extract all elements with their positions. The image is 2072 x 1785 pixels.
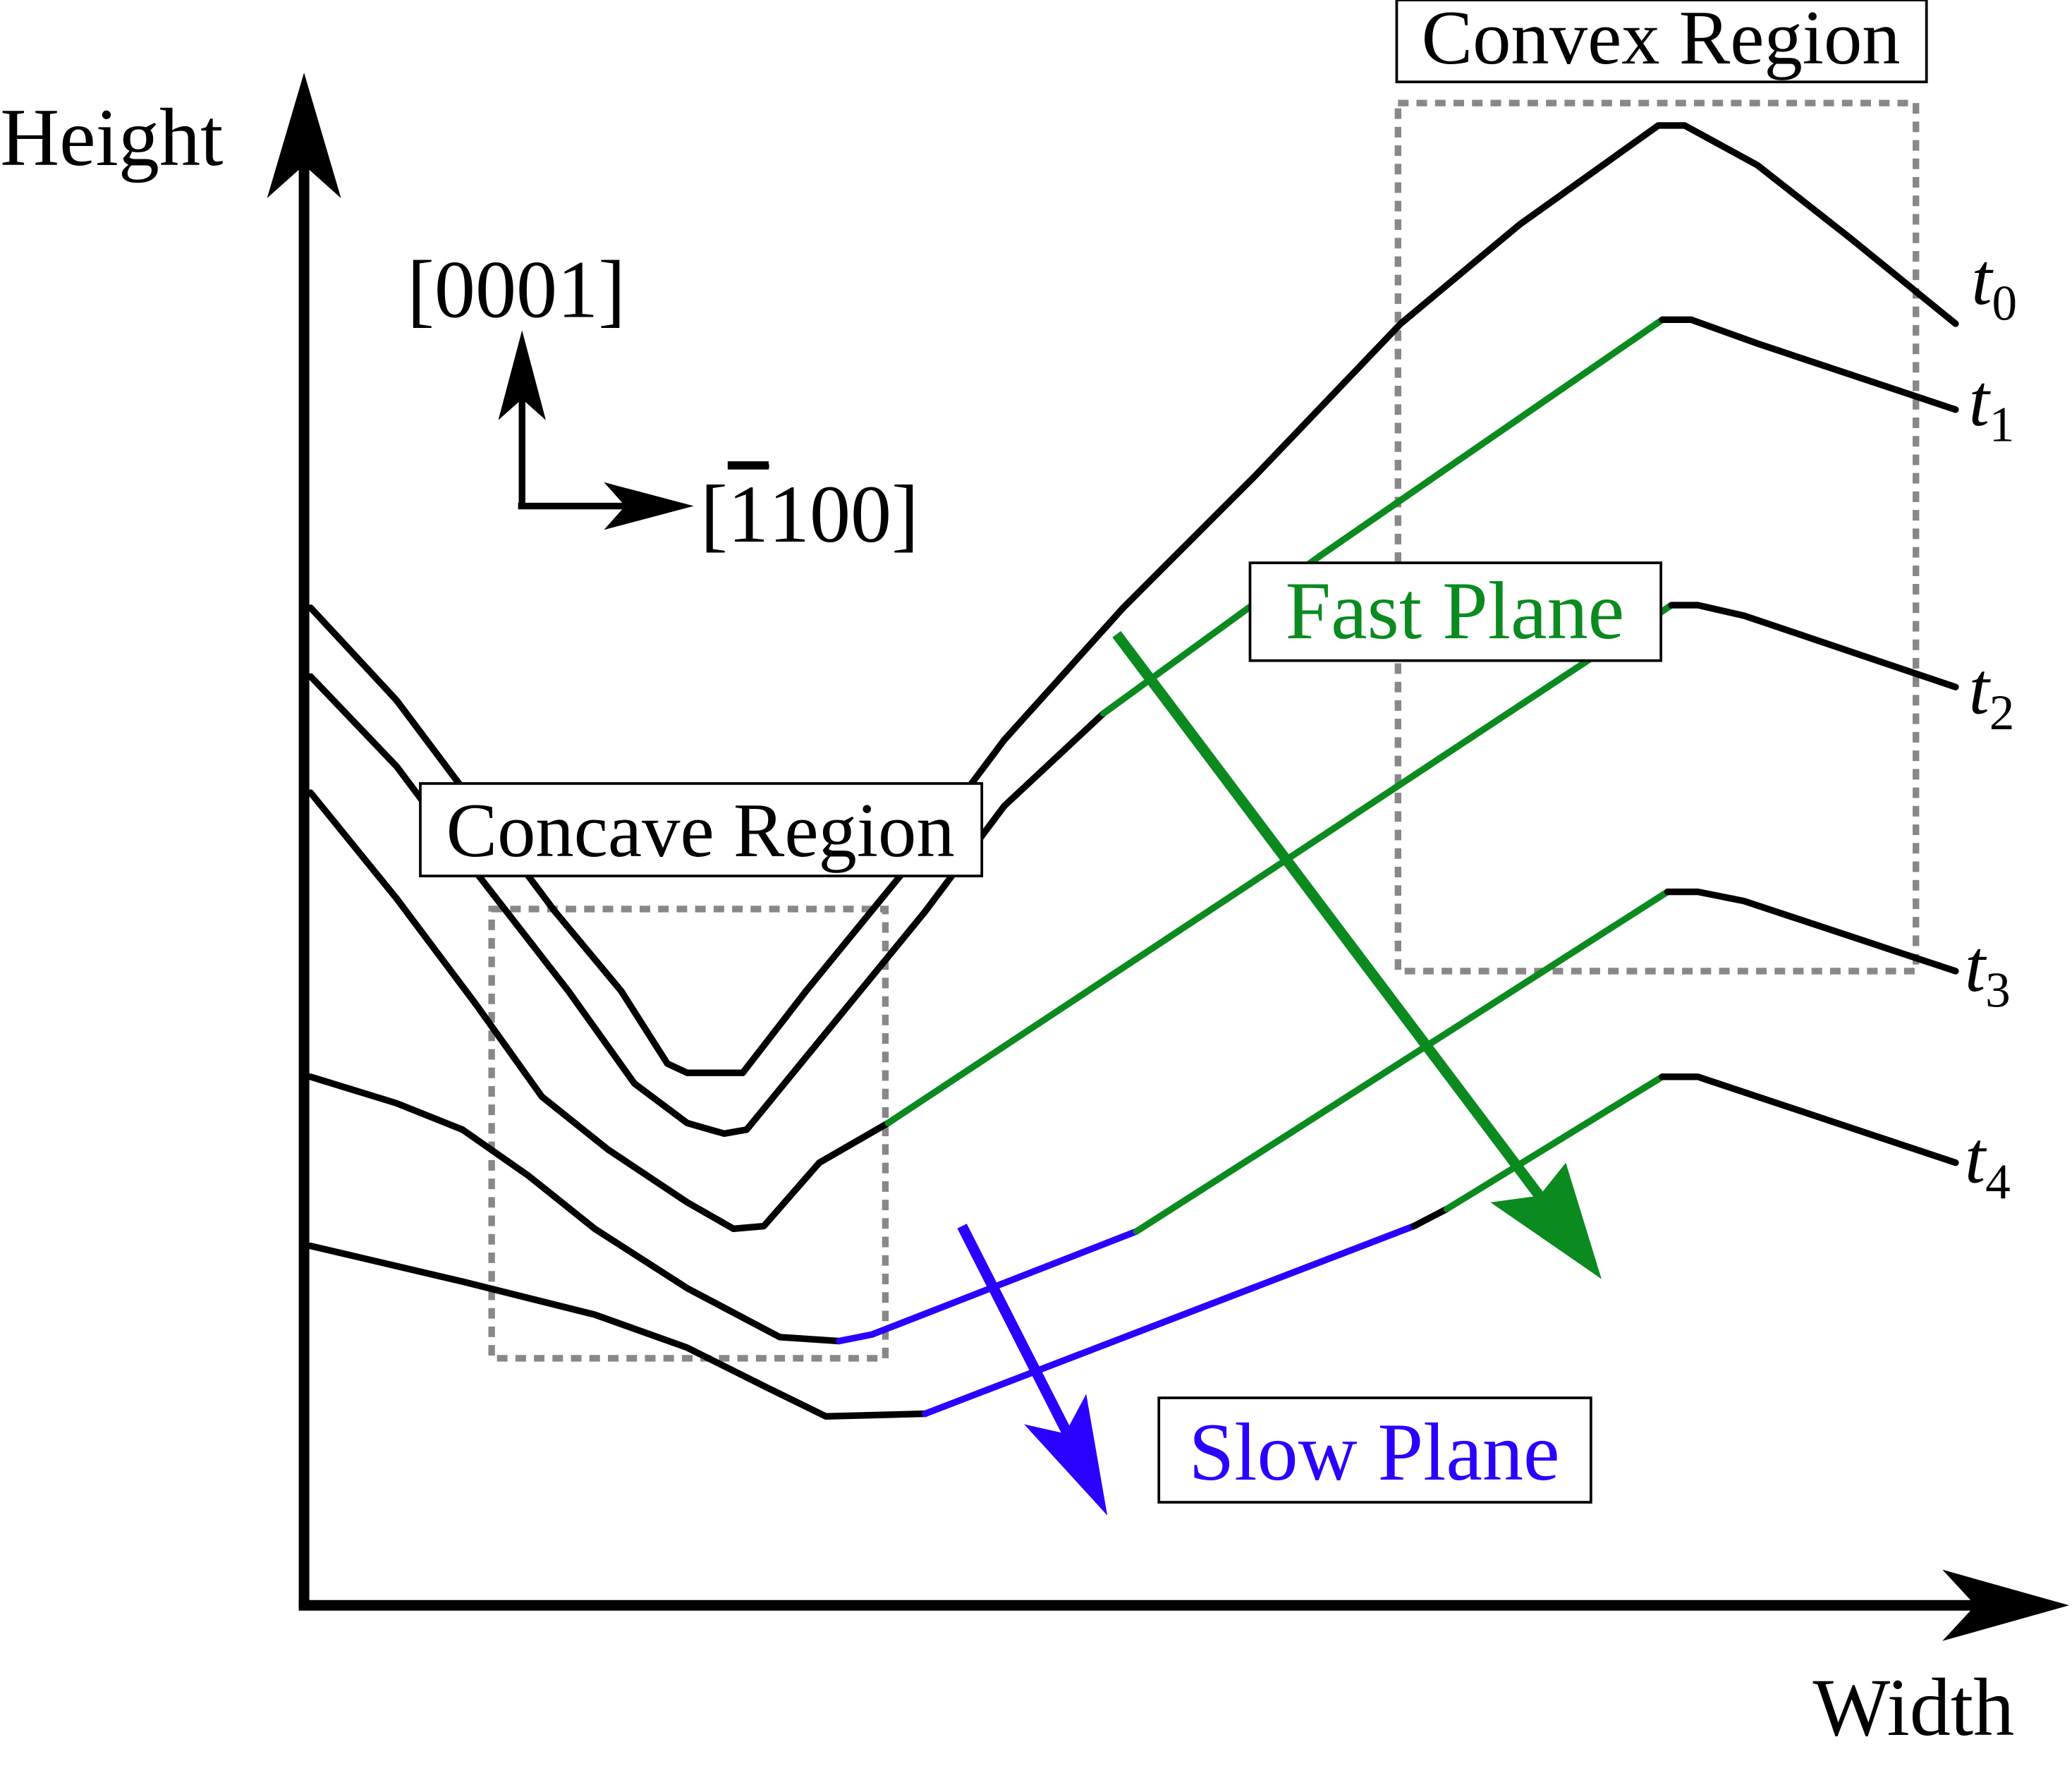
direction-up-arrowhead (498, 330, 546, 420)
profile-segment (1668, 602, 1959, 690)
slow-plane-label: Slow Plane (1189, 1407, 1560, 1498)
slow-plane-arrowhead (1024, 1394, 1108, 1516)
fast-plane-arrowhead (1490, 1162, 1602, 1279)
slow-plane-arrow (957, 1224, 1086, 1463)
surface-profile-t1 (307, 316, 1959, 1138)
convex-region-label-box (1395, 0, 1928, 84)
direction-1bar100-label: [1100] (700, 469, 919, 560)
time-label-t4: t4 (1965, 1117, 2011, 1210)
x-axis-label: Width (1813, 1662, 2015, 1753)
convex-region-label: Convex Region (1422, 0, 1901, 80)
profile-segment (1410, 1205, 1451, 1230)
profile-segment (1659, 1073, 1959, 1166)
profile-segment (307, 789, 891, 1232)
time-label-t1: t1 (1969, 360, 2015, 452)
y-axis-arrowhead (267, 73, 341, 199)
fast-plane-segment (884, 602, 1675, 1127)
concave-region-box (488, 906, 889, 1362)
y-axis-label: Height (0, 92, 223, 183)
surface-profile-t3 (307, 888, 1959, 1345)
fast-plane-segment (1133, 888, 1671, 1235)
x-axis-arrowhead (1942, 1569, 2070, 1641)
surface-profile-t4 (307, 1073, 1959, 1420)
profile-segment (307, 1242, 929, 1420)
profile-segment (1664, 888, 1959, 975)
time-label-t2: t2 (1969, 648, 2015, 741)
fast-plane-arrow (1112, 630, 1564, 1226)
slow-plane-segment (921, 1222, 1418, 1418)
slow-plane-label-box (1157, 1396, 1592, 1504)
profile-segment (1659, 316, 1959, 413)
fast-plane-label-box (1248, 561, 1663, 662)
direction-0001-label: [0001] (407, 245, 626, 336)
time-label-t0: t0 (1971, 238, 2017, 331)
fast-plane-label: Fast Plane (1286, 566, 1625, 657)
concave-region-label: Concave Region (446, 788, 955, 873)
profile-segment (307, 1073, 843, 1345)
direction-right-arrowhead (604, 482, 694, 530)
time-label-t3: t3 (1965, 925, 2011, 1018)
fast-plane-segment (1443, 1073, 1666, 1212)
convex-region-box (1394, 99, 1920, 975)
slow-plane-segment (836, 1228, 1140, 1345)
concave-region-label-box (419, 782, 984, 877)
fast-plane-segment (1099, 316, 1666, 717)
surface-profile-t2 (307, 602, 1959, 1232)
